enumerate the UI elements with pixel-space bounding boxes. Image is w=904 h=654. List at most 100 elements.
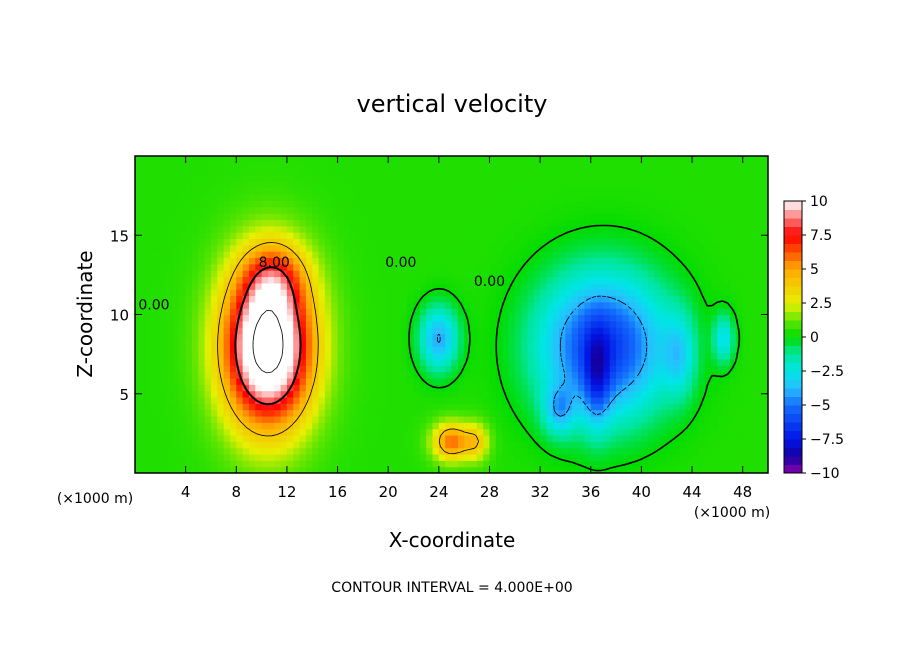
field-cell — [552, 422, 560, 430]
field-cell — [590, 181, 598, 189]
field-cell — [723, 257, 731, 265]
field-cell — [761, 441, 768, 449]
field-cell — [451, 156, 459, 163]
field-cell — [489, 251, 497, 259]
field-cell — [445, 225, 453, 233]
field-cell — [451, 225, 459, 233]
field-cell — [616, 206, 624, 214]
field-cell — [495, 225, 503, 233]
field-cell — [407, 187, 415, 195]
field-cell — [318, 352, 326, 360]
field-cell — [141, 339, 149, 347]
field-cell — [730, 181, 737, 189]
field-cell — [597, 206, 605, 214]
field-cell — [312, 225, 320, 233]
field-cell — [457, 384, 465, 392]
field-cell — [527, 257, 535, 265]
field-cell — [540, 213, 548, 220]
field-cell — [483, 187, 491, 195]
field-cell — [248, 384, 256, 392]
field-cell — [654, 352, 661, 360]
field-cell — [641, 282, 649, 290]
field-cell — [578, 225, 586, 233]
field-cell — [755, 276, 763, 284]
field-cell — [679, 289, 687, 297]
field-cell — [616, 365, 624, 373]
field-cell — [736, 358, 744, 366]
field-cell — [407, 314, 415, 322]
field-cell — [242, 200, 250, 208]
field-cell — [172, 289, 180, 297]
field-cell — [470, 447, 478, 455]
field-cell — [514, 365, 522, 373]
field-cell — [660, 466, 668, 473]
field-cell — [723, 206, 731, 214]
field-cell — [337, 187, 345, 195]
field-cell — [147, 377, 155, 385]
field-cell — [419, 396, 427, 404]
field-cell — [166, 453, 174, 461]
field-cell — [565, 314, 573, 322]
field-cell — [286, 409, 294, 417]
field-cell — [578, 175, 586, 182]
field-cell — [635, 327, 642, 335]
field-cell — [533, 453, 541, 461]
field-cell — [166, 251, 174, 259]
field-cell — [242, 308, 250, 316]
field-cell — [381, 333, 389, 341]
field-cell — [324, 460, 332, 468]
field-cell — [597, 213, 605, 220]
field-cell — [660, 415, 668, 423]
field-cell — [527, 396, 535, 404]
field-cell — [546, 244, 554, 252]
field-cell — [514, 384, 522, 392]
field-cell — [198, 200, 206, 208]
field-cell — [141, 200, 149, 208]
field-cell — [400, 162, 408, 170]
field-cell — [217, 187, 225, 195]
field-cell — [299, 403, 307, 411]
field-cell — [166, 295, 174, 303]
field-cell — [426, 384, 434, 392]
field-cell — [191, 282, 199, 290]
field-cell — [628, 447, 636, 455]
field-cell — [324, 428, 332, 436]
field-cell — [388, 187, 396, 195]
field-cell — [274, 460, 282, 468]
field-cell — [622, 162, 630, 170]
field-cell — [565, 371, 573, 379]
field-cell — [628, 194, 636, 201]
field-cell — [464, 187, 472, 195]
field-cell — [179, 320, 187, 328]
field-cell — [565, 162, 573, 170]
field-cell — [666, 232, 674, 240]
field-cell — [293, 244, 301, 252]
field-cell — [147, 187, 155, 195]
field-cell — [438, 390, 446, 398]
field-cell — [381, 447, 389, 455]
field-cell — [723, 175, 731, 182]
field-cell — [685, 156, 693, 163]
field-cell — [153, 390, 161, 398]
field-cell — [635, 428, 642, 436]
field-cell — [451, 308, 459, 316]
field-cell — [267, 232, 275, 240]
field-cell — [318, 301, 326, 309]
field-cell — [603, 251, 611, 259]
field-cell — [616, 156, 624, 163]
field-cell — [229, 200, 237, 208]
field-cell — [730, 168, 737, 176]
field-cell — [445, 301, 453, 309]
field-cell — [508, 352, 516, 360]
field-cell — [755, 301, 763, 309]
field-cell — [476, 447, 484, 455]
field-cell — [540, 460, 548, 468]
field-cell — [464, 232, 472, 240]
field-cell — [432, 403, 440, 411]
field-cell — [229, 213, 237, 220]
field-cell — [388, 162, 396, 170]
field-cell — [730, 365, 737, 373]
field-cell — [742, 441, 750, 449]
field-cell — [172, 232, 180, 240]
